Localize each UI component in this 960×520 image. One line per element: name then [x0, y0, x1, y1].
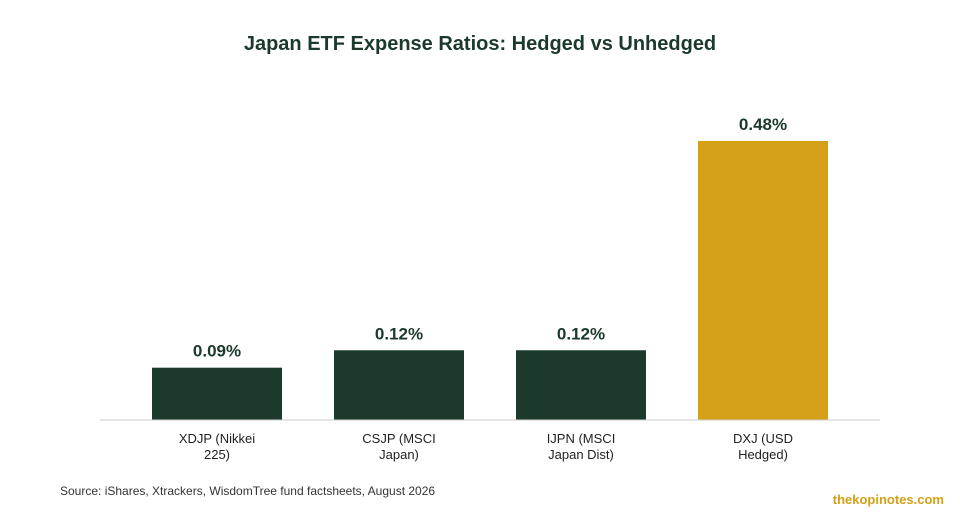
x-tick-label-2: CSJP (MSCI Japan): [362, 431, 435, 462]
x-tick-label-4: DXJ (USD Hedged): [733, 431, 793, 462]
bar-value-label-3: 0.12%: [557, 324, 605, 343]
bar-2: [334, 350, 464, 420]
source-note: Source: iShares, Xtrackers, WisdomTree f…: [60, 484, 435, 498]
x-tick-label-line: IJPN (MSCI: [547, 431, 616, 446]
site-watermark: thekopinotes.com: [833, 492, 944, 507]
bar-3: [516, 350, 646, 420]
labels-group: 0.09%XDJP (Nikkei 225)0.12%CSJP (MSCI Japa…: [179, 115, 793, 462]
x-tick-label-line: Japan): [379, 447, 419, 462]
chart-title: Japan ETF Expense Ratios: Hedged vs Unhe…: [244, 33, 716, 55]
bar-1: [152, 367, 282, 420]
x-tick-label-1: XDJP (Nikkei 225): [179, 431, 255, 462]
bar-4: [698, 141, 828, 420]
x-tick-label-line: XDJP (Nikkei: [179, 431, 255, 446]
x-tick-label-line: Hedged): [738, 447, 788, 462]
x-tick-label-3: IJPN (MSCI Japan Dist): [547, 431, 616, 462]
x-tick-label-line: 225): [204, 447, 230, 462]
bar-value-label-2: 0.12%: [375, 324, 423, 343]
bars-group: [152, 141, 828, 420]
bar-value-label-4: 0.48%: [739, 115, 787, 134]
x-tick-label-line: Japan Dist): [548, 447, 614, 462]
bar-value-label-1: 0.09%: [193, 342, 241, 361]
x-tick-label-line: DXJ (USD: [733, 431, 793, 446]
x-tick-label-line: CSJP (MSCI: [362, 431, 435, 446]
